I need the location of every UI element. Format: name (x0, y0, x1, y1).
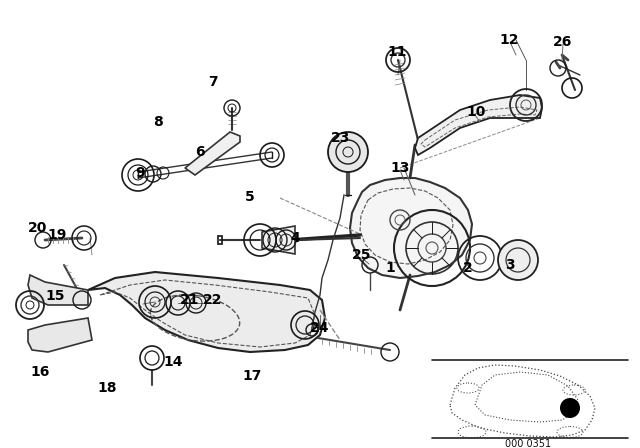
Polygon shape (88, 272, 325, 352)
Text: 3: 3 (505, 258, 515, 272)
Circle shape (560, 398, 580, 418)
Text: 24: 24 (310, 321, 330, 335)
Text: 18: 18 (97, 381, 116, 395)
Text: 000 0351: 000 0351 (505, 439, 551, 448)
Text: 9: 9 (135, 166, 145, 180)
Text: 6: 6 (195, 145, 205, 159)
Circle shape (498, 240, 538, 280)
Text: 23: 23 (332, 131, 351, 145)
Polygon shape (28, 318, 92, 352)
Circle shape (328, 132, 368, 172)
Polygon shape (415, 95, 542, 155)
Text: 19: 19 (47, 228, 67, 242)
Text: 8: 8 (153, 115, 163, 129)
Text: 7: 7 (208, 75, 218, 89)
Text: 11: 11 (387, 45, 407, 59)
Text: 15: 15 (45, 289, 65, 303)
Text: 17: 17 (243, 369, 262, 383)
Text: 25: 25 (352, 248, 372, 262)
Polygon shape (28, 275, 88, 305)
Text: 21: 21 (180, 293, 200, 307)
Polygon shape (185, 132, 240, 175)
Polygon shape (262, 226, 295, 254)
Text: 20: 20 (28, 221, 48, 235)
Text: 22: 22 (204, 293, 223, 307)
Text: 13: 13 (390, 161, 410, 175)
Text: 16: 16 (30, 365, 50, 379)
Text: 14: 14 (163, 355, 183, 369)
Text: 5: 5 (245, 190, 255, 204)
Text: 26: 26 (554, 35, 573, 49)
Text: 4: 4 (290, 231, 300, 245)
Polygon shape (350, 178, 472, 278)
Text: 2: 2 (463, 261, 473, 275)
Text: 1: 1 (385, 261, 395, 275)
Text: 12: 12 (499, 33, 519, 47)
Text: 10: 10 (467, 105, 486, 119)
